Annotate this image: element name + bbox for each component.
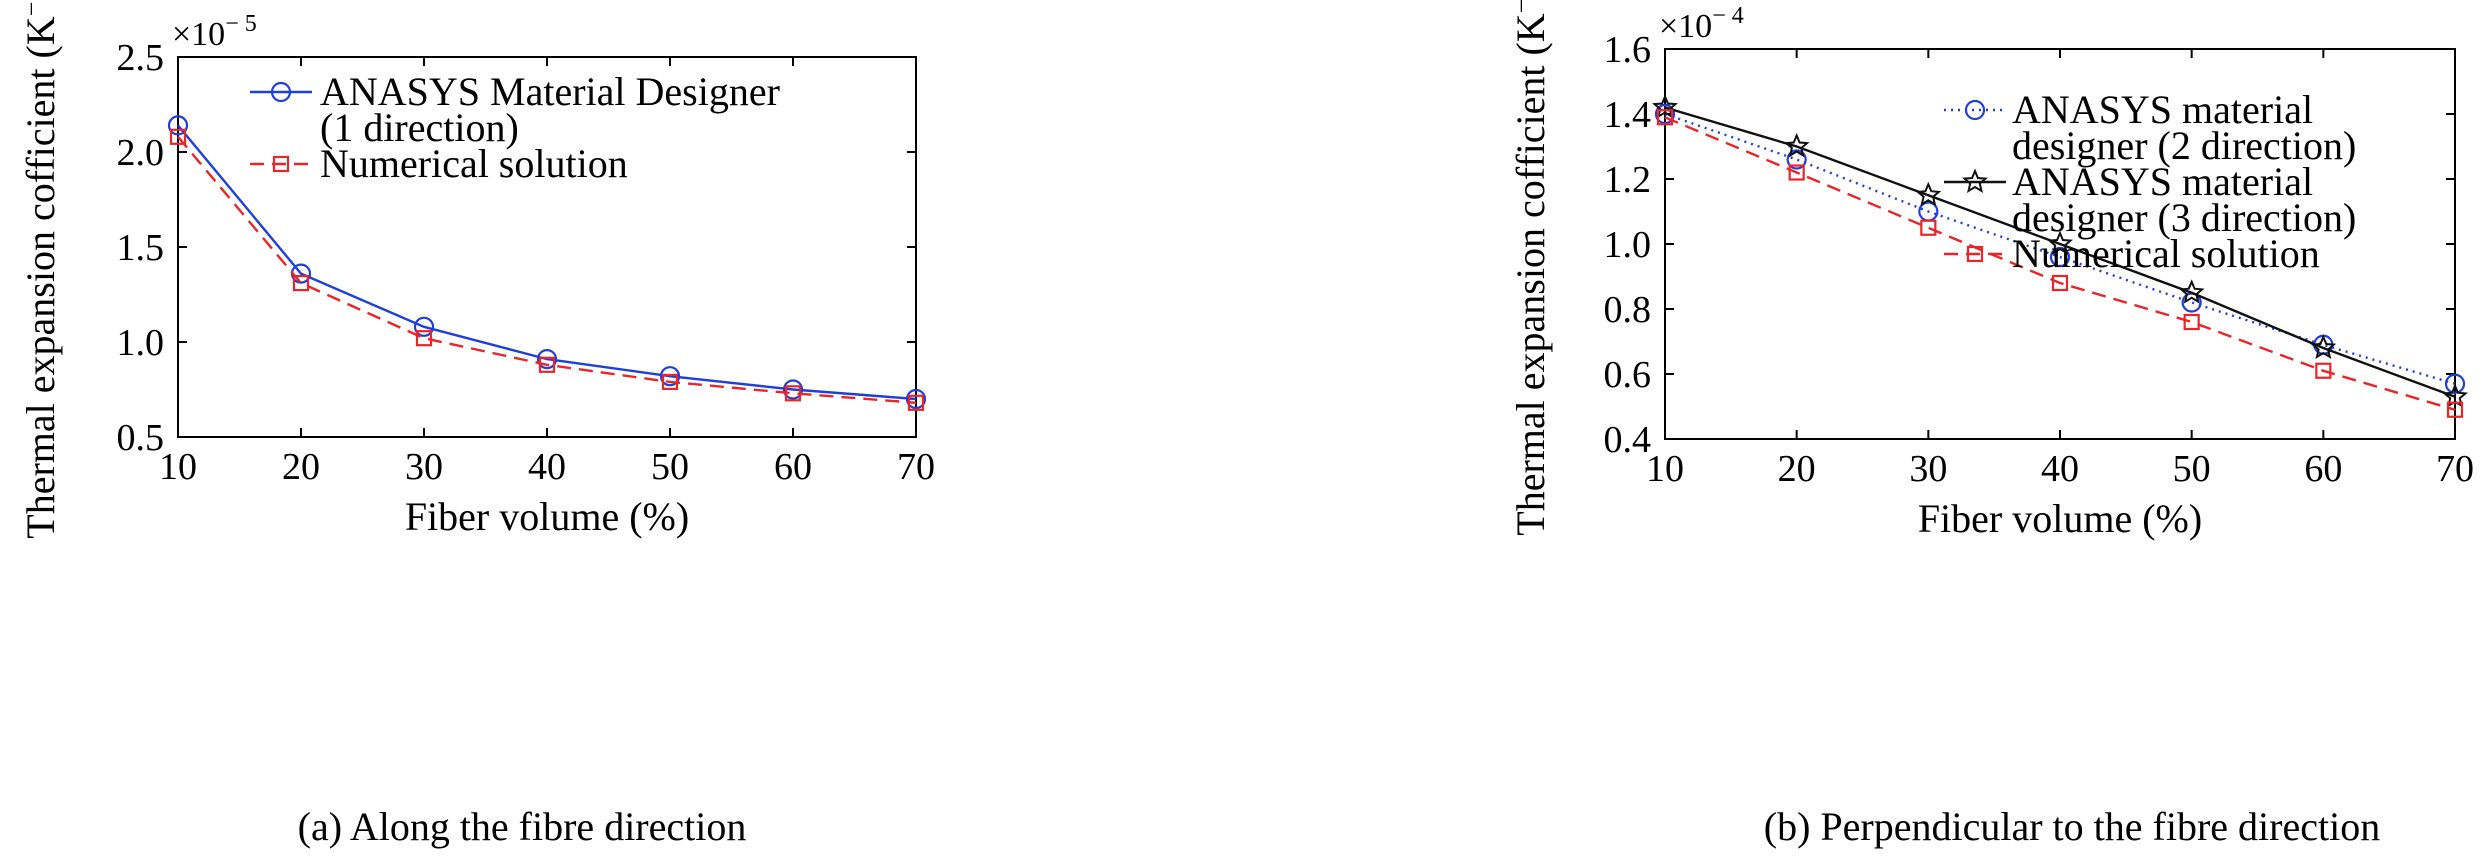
y-tick-label: 0.6 — [1604, 354, 1652, 396]
y-tick-label: 1.6 — [1604, 29, 1652, 71]
legend-marker — [270, 81, 292, 103]
x-tick-label: 50 — [2173, 448, 2211, 490]
figure-caption: (a) Along the fibre direction — [298, 804, 747, 849]
data-point — [413, 316, 435, 337]
data-point — [2446, 401, 2464, 418]
series-1 — [169, 128, 925, 411]
legend: ANASYS Material Designer(1 direction)Num… — [250, 69, 780, 186]
y-tick-label: 1.4 — [1604, 94, 1652, 136]
series-1 — [1652, 93, 2468, 408]
chart-panel-a: 10 20 30 40 50 60 70 0.5 1.0 1.5 2.0 2.5×10− 5 Fiber… — [17, 0, 935, 849]
y-axis-label: Thermal expansion cofficient (K−1) — [17, 0, 63, 539]
data-point — [905, 388, 927, 410]
y-exponent-power: − 4 — [1712, 3, 1744, 29]
data-point — [538, 356, 556, 373]
legend-marker — [1964, 99, 1986, 121]
legend-label: designer (3 direction) — [2012, 195, 2356, 240]
y-tick-label: 0.4 — [1604, 419, 1652, 461]
x-tick-label: 10 — [159, 446, 197, 488]
legend-marker — [1966, 245, 1984, 263]
y-tick-label: 0.5 — [117, 417, 165, 459]
data-point — [2047, 230, 2073, 255]
x-tick-label: 40 — [528, 446, 566, 488]
legend-label: ANASYS material — [2012, 159, 2313, 204]
x-tick-label: 70 — [2436, 448, 2474, 490]
data-point — [1783, 132, 1810, 158]
y-axis-label-unit-exponent: −1 — [1507, 0, 1536, 13]
legend-label: ANASYS material — [2012, 87, 2313, 132]
legend-label: (1 direction) — [320, 105, 519, 150]
y-tick-label: 1.0 — [117, 322, 165, 364]
series-line — [1664, 106, 2456, 398]
x-axis-label: Fiber volume (%) — [405, 494, 689, 539]
x-tick-label: 70 — [897, 446, 935, 488]
data-point — [1788, 164, 1805, 181]
legend-marker — [1962, 168, 1988, 193]
legend-label: Numerical solution — [2012, 231, 2320, 276]
y-axis-label-main: Thermal expansion cofficient (K — [18, 16, 63, 539]
data-point — [1920, 219, 1937, 236]
data-point — [1652, 93, 1678, 119]
x-tick-label: 20 — [282, 446, 320, 488]
legend-label: designer (2 direction) — [2012, 123, 2356, 168]
data-point — [536, 349, 558, 370]
series-0 — [167, 115, 927, 410]
data-point — [1656, 109, 1674, 126]
chart-panel-b: 10 20 30 40 50 60 70 0.4 0.6 0.8 1.0 1.2 1.4 1.6×10− … — [1507, 0, 2474, 849]
y-exponent-base: ×10 — [1659, 8, 1712, 45]
y-exponent-label: ×10− 4 — [1659, 3, 1744, 45]
data-point — [292, 275, 310, 292]
data-point — [659, 366, 681, 387]
series-line — [1664, 116, 2456, 411]
y-exponent-base: ×10 — [172, 16, 225, 53]
data-point — [169, 128, 187, 145]
series-line — [177, 124, 917, 401]
x-tick-label: 20 — [1778, 448, 1816, 490]
data-point — [2444, 373, 2466, 394]
figure-caption: (b) Perpendicular to the fibre direction — [1764, 804, 2380, 849]
y-tick-label: 1.5 — [117, 227, 165, 269]
x-tick-label: 60 — [774, 446, 812, 488]
y-axis-label-main: Thermal expansion cofficient (K — [1508, 13, 1553, 536]
data-point — [2310, 334, 2337, 359]
legend-label: ANASYS Material Designer — [320, 69, 780, 114]
data-point — [661, 373, 679, 390]
data-point — [2051, 274, 2069, 292]
y-tick-label: 2.0 — [117, 132, 165, 174]
series-line — [1664, 112, 2456, 385]
data-point — [1915, 181, 1942, 207]
data-point — [415, 330, 433, 347]
y-exponent-label: ×10− 5 — [172, 11, 257, 53]
x-tick-label: 60 — [2304, 448, 2342, 490]
x-tick-label: 30 — [1909, 448, 1947, 490]
data-point — [167, 115, 189, 136]
data-point — [2178, 279, 2205, 304]
data-point — [784, 385, 802, 402]
legend-marker — [272, 155, 290, 173]
x-tick-label: 10 — [1646, 448, 1684, 490]
data-point — [2315, 362, 2332, 379]
x-tick-label: 30 — [405, 446, 443, 488]
legend-label: Numerical solution — [320, 141, 628, 186]
series-2 — [1656, 109, 2464, 418]
y-axis-label-unit-exponent: −1 — [17, 0, 46, 16]
series-line — [177, 136, 917, 404]
plot-frame — [177, 56, 917, 438]
y-axis-label: Thermal expansion cofficient (K−1) — [1507, 0, 1553, 536]
y-exponent-power: − 5 — [225, 11, 257, 37]
x-axis-label: Fiber volume (%) — [1918, 496, 2202, 541]
y-tick-label: 1.0 — [1604, 224, 1652, 266]
data-point — [907, 394, 925, 411]
x-tick-label: 50 — [651, 446, 689, 488]
y-tick-label: 0.8 — [1604, 289, 1652, 331]
data-point — [2183, 313, 2200, 331]
data-point — [1654, 103, 1676, 125]
x-tick-label: 40 — [2041, 448, 2079, 490]
data-point — [782, 379, 804, 400]
y-tick-label: 2.5 — [117, 37, 165, 79]
y-tick-label: 1.2 — [1604, 159, 1652, 201]
